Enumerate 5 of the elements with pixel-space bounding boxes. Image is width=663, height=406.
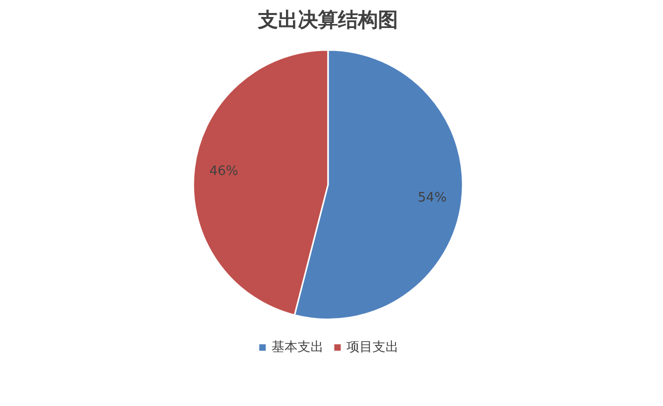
chart-title: 支出决算结构图 <box>257 8 398 32</box>
data-label: 46% <box>209 164 238 179</box>
legend-label: 项目支出 <box>346 339 398 356</box>
data-label: 54% <box>418 190 447 206</box>
legend-label: 基本支出 <box>272 339 324 356</box>
